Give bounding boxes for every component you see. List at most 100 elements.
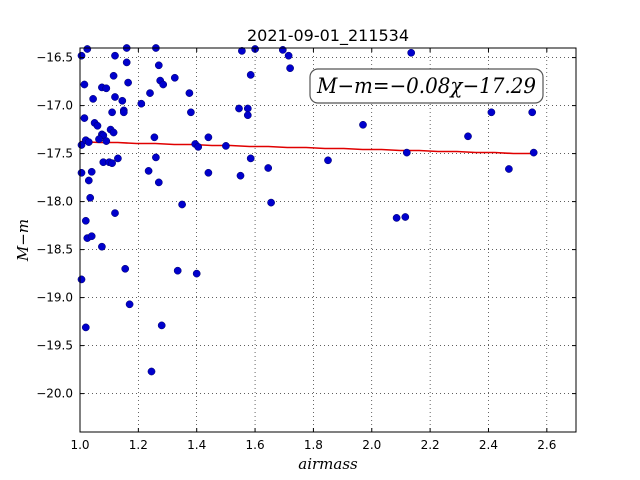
data-point [505,165,513,173]
data-point [286,64,294,73]
data-point [187,108,195,117]
data-point [204,168,213,177]
y-tick-label: −16.5 [36,51,73,65]
x-tick-label: 2.2 [421,438,440,452]
x-tick-label: 1.8 [304,438,323,452]
fit-line [79,140,533,155]
data-point [111,209,119,217]
data-point [77,275,86,284]
data-point [102,84,111,93]
data-point [278,46,287,54]
data-point [80,114,89,122]
x-tick-label: 2.4 [479,438,498,452]
data-point [529,148,538,157]
data-point [111,51,119,60]
x-tick-label: 1.2 [129,438,148,452]
data-point [464,132,472,141]
data-point [359,120,367,129]
data-point [528,108,537,117]
data-point [194,143,203,151]
data-point [118,96,127,105]
y-tick-label: −19.5 [36,339,73,353]
data-point [159,80,168,89]
data-point [238,47,246,55]
fit-equation: M−m=−0.08χ−17.29 [316,74,536,98]
x-tick-label: 1.4 [187,438,206,452]
data-point [243,104,252,113]
data-point [84,138,93,146]
data-point [246,71,255,79]
data-point [98,242,106,251]
plot-frame [79,47,577,433]
data-points [77,44,538,376]
data-point [77,51,86,60]
data-point [146,89,154,97]
data-point [109,128,118,137]
data-point [124,78,132,87]
data-point [192,269,201,278]
chart-title: 2021-09-01_211534 [247,26,409,46]
x-axis-label: airmass [298,455,358,473]
data-point [243,111,252,120]
data-point [81,216,90,225]
data-point [102,137,111,145]
data-point [173,266,182,275]
data-point [125,300,134,309]
data-point [83,45,92,53]
x-tick-label: 2.6 [537,438,556,452]
data-point [86,193,95,202]
data-point [144,167,153,175]
data-point [157,321,166,330]
data-point [267,198,275,207]
data-point [185,89,194,97]
data-point [170,73,179,82]
data-point [137,99,146,108]
data-point [114,154,122,163]
data-point [402,148,411,157]
data-point [80,80,89,89]
data-point [95,135,103,144]
data-point [154,61,163,70]
data-point [324,156,332,165]
y-tick-label: −20.0 [36,387,73,401]
data-point [150,133,159,142]
y-tick-label: −17.0 [36,99,73,113]
data-point [119,108,128,117]
data-point [154,178,163,187]
data-point [178,200,186,209]
x-tick-label: 1.6 [246,438,265,452]
fit-line-group [79,140,533,155]
data-point [152,153,160,162]
data-point [89,95,97,103]
data-point [284,51,293,60]
data-point [122,58,131,67]
x-tick-label: 2.0 [362,438,381,452]
data-point [407,48,416,57]
x-axis-ticks: 1.0 1.2 1.4 1.6 1.8 2.0 2.2 2.4 2.6 [70,48,556,452]
x-tick-label: 1.0 [70,438,89,452]
data-point [87,232,96,241]
data-point [87,167,96,176]
y-tick-label: −18.0 [36,195,73,209]
data-point [246,154,255,163]
data-point [84,176,93,185]
data-point [77,168,86,177]
data-point [264,164,273,172]
y-tick-label: −17.5 [36,147,73,161]
data-point [121,264,130,273]
fit-equation-box [309,68,544,104]
data-point [81,323,90,332]
data-point [111,93,119,101]
y-tick-label: −18.5 [36,243,73,257]
data-point [108,159,116,168]
data-point [235,104,243,113]
data-point [108,108,116,117]
data-point [204,133,213,142]
data-point [147,367,156,376]
y-axis-ticks: −16.5 −17.0 −17.5 −18.0 −18.5 −19.0 −19.5 −20.0 [36,51,576,401]
data-point [222,142,230,150]
y-tick-label: −19.0 [36,291,73,305]
data-point [487,108,496,117]
y-axis-label: M−m [14,219,32,262]
